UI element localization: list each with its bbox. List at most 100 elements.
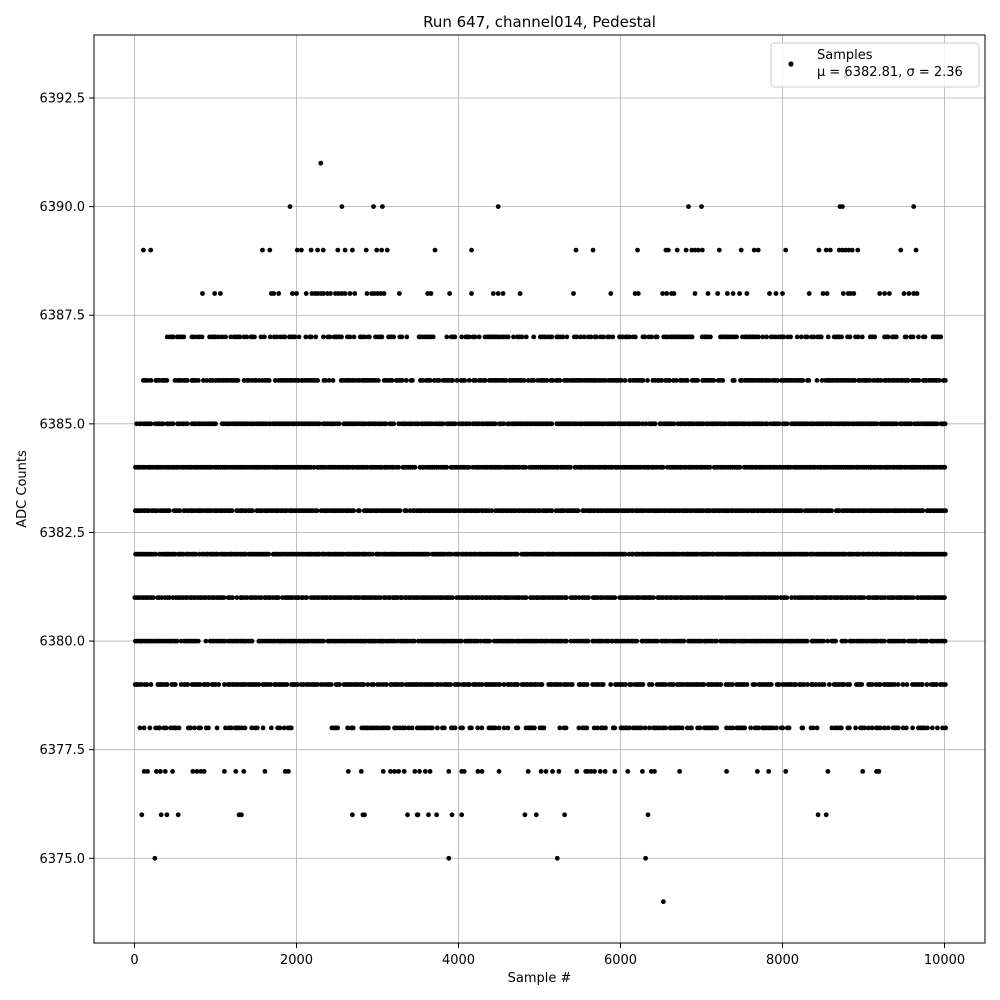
data-point [379,247,384,253]
data-point [284,682,290,687]
data-point [304,595,310,600]
data-point [695,247,701,253]
data-point [533,812,539,818]
data-point [571,291,576,296]
data-point [523,595,529,600]
data-point [389,378,395,383]
data-point [244,595,250,600]
data-point [882,595,888,600]
data-point [274,334,280,340]
data-point [461,769,467,774]
data-point [744,291,750,296]
data-point [784,595,790,600]
y-tick-label: 6382.5 [40,526,86,541]
data-point [925,725,930,731]
data-point [643,855,648,861]
data-point [663,682,668,687]
data-point [681,638,687,644]
data-point [699,247,705,253]
data-point [434,812,439,818]
data-point [164,812,170,818]
data-point [786,725,792,731]
data-point [241,769,247,774]
data-point [542,334,548,340]
data-point [523,334,529,340]
data-point [206,725,211,731]
data-point [435,725,440,731]
data-point [492,725,498,731]
data-point [781,334,786,340]
data-point [532,725,537,731]
data-point [942,464,948,470]
data-point [446,855,452,861]
data-point [773,291,779,296]
data-point [780,291,785,296]
data-point [881,638,887,644]
data-point [286,769,291,774]
data-point [943,508,948,514]
data-point [563,595,569,600]
data-point [924,682,930,687]
data-point [267,247,273,253]
data-point [612,595,618,600]
data-point [170,769,176,774]
data-point [661,899,666,905]
data-point [943,725,948,731]
data-point [843,638,849,644]
data-point [314,508,320,514]
data-point [294,247,300,253]
data-point [667,378,672,383]
data-point [511,334,516,340]
data-point [475,725,481,731]
y-tick-label: 6390.0 [40,200,86,215]
data-point [203,638,209,644]
data-point [866,725,871,731]
data-point [405,812,410,818]
data-point [148,247,154,253]
data-point [788,334,793,340]
data-point [861,595,867,600]
data-point [141,247,146,253]
data-point [584,682,590,687]
data-point [895,682,901,687]
data-point [267,334,273,340]
data-point [818,334,824,340]
data-point [563,725,569,731]
data-point [592,769,597,774]
data-point [430,725,435,731]
data-point [689,725,694,731]
data-point [637,421,642,427]
data-point [454,378,460,383]
data-point [444,334,450,340]
data-point [767,291,772,296]
data-point [276,291,282,296]
data-point [432,247,438,253]
data-point [374,247,380,253]
data-point [335,247,341,253]
data-point [239,725,245,731]
data-point [500,291,506,296]
data-point [515,725,521,731]
data-point [420,378,426,383]
data-point [490,291,496,296]
data-point [469,291,474,296]
data-point [885,725,891,731]
data-point [853,725,858,731]
data-point [233,769,239,774]
data-point [692,291,698,296]
data-point [157,725,163,731]
data-point [724,725,729,731]
data-point [184,378,190,383]
data-point [473,378,478,383]
data-point [318,160,324,166]
data-point [725,291,730,296]
data-point [328,682,334,687]
data-point [152,855,158,861]
data-point [903,334,909,340]
data-point [223,334,229,340]
data-point [815,812,821,818]
data-point [521,378,527,383]
data-point [860,769,866,774]
data-point [550,378,555,383]
data-point [810,725,816,731]
